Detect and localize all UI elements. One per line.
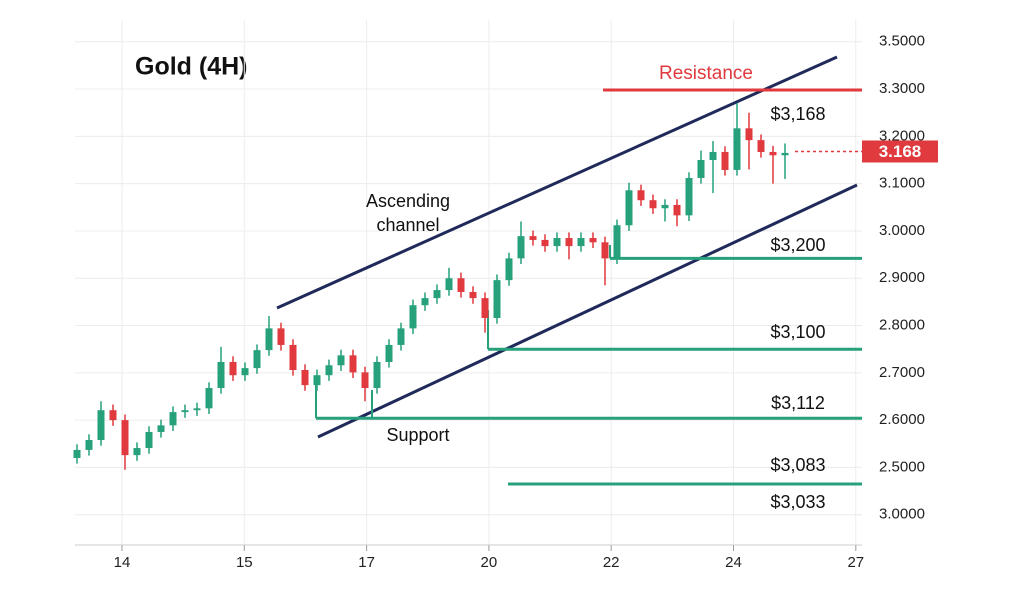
candle-body <box>73 449 81 458</box>
candle-body <box>265 328 273 351</box>
y-tick-label: 3.5000 <box>879 33 925 50</box>
candle-body <box>529 236 537 240</box>
candle-body <box>601 242 609 259</box>
candle-body <box>673 204 681 216</box>
candle-body <box>97 410 105 440</box>
candle-body <box>613 225 621 259</box>
candle-body <box>313 375 321 386</box>
channel-upper <box>276 55 838 310</box>
y-tick-label: 2.7000 <box>879 364 925 381</box>
candle-body <box>277 328 285 345</box>
candle-body <box>553 238 561 247</box>
candle-body <box>721 151 729 170</box>
resistance-label: Resistance <box>659 63 753 84</box>
candle-body <box>661 204 669 209</box>
candle-body <box>589 238 597 243</box>
x-tick-label: 22 <box>603 554 620 571</box>
y-tick-label: 2.9000 <box>879 269 925 286</box>
candle-body <box>757 140 765 152</box>
candle-body <box>181 410 189 413</box>
price-label: $3,083 <box>770 455 825 475</box>
candle-body <box>445 278 453 291</box>
y-tick-label: 2.8000 <box>879 317 925 334</box>
candle-body <box>517 236 525 259</box>
current-price-label: 3.168 <box>879 142 922 161</box>
candle-body <box>133 448 141 456</box>
y-tick-label: 3.2000 <box>879 127 925 144</box>
candle-body <box>169 412 177 426</box>
price-label: $3,100 <box>770 322 825 342</box>
annotation: Ascending channel <box>366 191 450 235</box>
candle-body <box>637 190 645 201</box>
y-tick-label: 2.6000 <box>879 411 925 428</box>
candle-body <box>781 152 789 156</box>
candle-body <box>373 361 381 388</box>
price-label: $3,168 <box>770 104 825 124</box>
candle-body <box>421 298 429 306</box>
candle-body <box>325 365 333 376</box>
candle-body <box>577 238 585 247</box>
candle-body <box>241 368 249 376</box>
price-label: $3,200 <box>770 235 825 255</box>
channel-lower <box>317 183 858 439</box>
candle-body <box>769 151 777 156</box>
candle-body <box>457 278 465 292</box>
candle-body <box>205 387 213 409</box>
candle-body <box>301 370 309 386</box>
x-tick-label: 15 <box>236 554 253 571</box>
annotation: Support <box>386 425 449 445</box>
candle-body <box>733 128 741 170</box>
candle-body <box>361 372 369 388</box>
candle-body <box>121 420 129 456</box>
x-tick-label: 14 <box>114 554 131 571</box>
candle-body <box>253 350 261 369</box>
candle-body <box>433 290 441 299</box>
candle-body <box>625 190 633 226</box>
price-label: $3,112 <box>771 393 825 413</box>
x-tick-label: 17 <box>358 554 375 571</box>
candle-body <box>349 355 357 373</box>
y-tick-label: 3.0000 <box>879 222 925 239</box>
channel <box>276 55 858 439</box>
candle-body <box>493 280 501 318</box>
candle-body <box>337 355 345 366</box>
price-label: $3,033 <box>770 492 825 512</box>
candle-body <box>409 305 417 329</box>
candle-body <box>193 408 201 411</box>
candle-body <box>541 239 549 247</box>
x-tick-label: 27 <box>847 554 864 571</box>
candle-body <box>289 344 297 370</box>
candle-body <box>505 258 513 281</box>
candle-body <box>481 298 489 318</box>
candle-body <box>397 328 405 345</box>
y-tick-label: 3.3000 <box>879 80 925 97</box>
candle-body <box>145 431 153 449</box>
candle-body <box>685 177 693 216</box>
x-tick-label: 24 <box>725 554 742 571</box>
candle-body <box>565 238 573 247</box>
candle-body <box>217 361 225 388</box>
y-tick-label: 3.0000 <box>879 506 925 523</box>
y-tick-label: 2.5000 <box>879 458 925 475</box>
candle-body <box>745 128 753 141</box>
candle-body <box>109 410 117 421</box>
y-tick-label: 3.1000 <box>879 175 925 192</box>
candle-body <box>385 344 393 362</box>
candle-body <box>157 425 165 432</box>
current-price-tag <box>862 140 938 163</box>
candle-body <box>85 440 93 450</box>
candle-body <box>709 151 717 160</box>
candle-body <box>697 160 705 178</box>
x-tick-label: 20 <box>481 554 498 571</box>
chart-title: Gold (4H) <box>135 53 248 81</box>
candle-body <box>649 200 657 209</box>
candle-body <box>229 361 237 376</box>
candle-body <box>469 291 477 299</box>
